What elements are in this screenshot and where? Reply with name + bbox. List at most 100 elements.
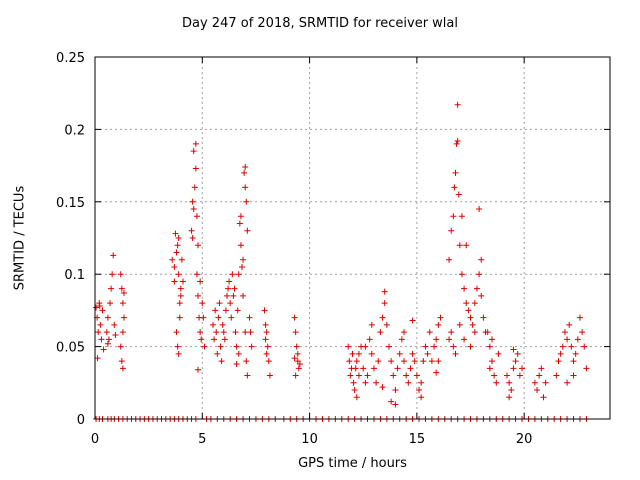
data-point <box>351 387 358 394</box>
data-point <box>213 329 220 336</box>
data-point <box>564 336 571 343</box>
data-point <box>192 165 199 172</box>
data-point <box>469 321 476 328</box>
data-point <box>212 307 219 314</box>
data-point <box>424 350 431 357</box>
data-point <box>195 366 201 373</box>
data-point <box>229 271 236 278</box>
data-point <box>248 343 255 350</box>
data-point <box>456 242 463 249</box>
data-point <box>570 372 577 379</box>
data-point <box>413 372 420 379</box>
data-point <box>238 263 245 270</box>
data-point <box>568 343 575 350</box>
data-point <box>193 271 200 278</box>
data-point <box>199 300 206 307</box>
data-point <box>171 278 178 285</box>
data-point <box>201 343 208 350</box>
data-point <box>362 343 369 350</box>
data-point <box>352 365 359 372</box>
data-point <box>433 336 440 343</box>
data-point <box>120 314 127 321</box>
data-point <box>366 336 373 343</box>
data-point <box>392 401 399 408</box>
data-point <box>175 271 182 278</box>
data-point <box>99 307 106 314</box>
data-point <box>294 350 301 357</box>
data-point <box>448 329 455 336</box>
data-point <box>576 314 583 321</box>
plot-frame <box>94 56 611 420</box>
data-point <box>377 329 384 336</box>
data-point <box>293 343 300 350</box>
data-point <box>559 343 566 350</box>
data-point <box>214 350 221 357</box>
data-point <box>110 252 117 259</box>
data-point <box>453 140 460 147</box>
data-point <box>495 350 502 357</box>
data-point <box>227 300 234 307</box>
data-point <box>416 387 423 394</box>
data-point <box>228 314 235 321</box>
data-point <box>96 303 103 310</box>
data-point <box>426 329 433 336</box>
data-point <box>235 271 242 278</box>
data-point <box>435 358 442 365</box>
data-point <box>172 230 179 237</box>
data-point <box>452 350 459 357</box>
data-point <box>370 365 377 372</box>
x-tick-label: 0 <box>91 432 99 447</box>
data-point <box>510 365 517 372</box>
data-point <box>247 329 254 336</box>
data-point <box>242 164 249 171</box>
data-point <box>388 358 395 365</box>
y-tick-label: 0.25 <box>56 51 85 66</box>
data-point <box>118 358 125 365</box>
data-point <box>409 350 416 357</box>
data-point <box>398 336 405 343</box>
data-point <box>355 372 362 379</box>
data-point <box>179 278 186 285</box>
data-point <box>463 242 470 249</box>
data-point <box>220 329 227 336</box>
data-point <box>467 314 474 321</box>
data-point <box>581 343 588 350</box>
data-point <box>572 350 579 357</box>
data-point <box>104 314 111 321</box>
data-point <box>112 332 119 339</box>
data-point <box>174 343 181 350</box>
data-point <box>100 346 107 353</box>
data-point <box>448 227 455 234</box>
y-tick-label: 0.2 <box>64 123 85 138</box>
data-point <box>388 398 395 405</box>
data-point <box>233 343 240 350</box>
data-point <box>197 278 204 285</box>
data-point <box>504 372 510 379</box>
data-point <box>467 343 474 350</box>
data-point <box>542 379 549 386</box>
data-point <box>566 321 573 328</box>
data-point <box>237 213 244 220</box>
data-point <box>347 372 354 379</box>
data-point <box>97 321 104 328</box>
x-tick-label: 5 <box>198 432 206 447</box>
data-point <box>461 285 468 292</box>
data-point <box>458 271 465 278</box>
data-point <box>221 336 228 343</box>
data-point <box>262 336 269 343</box>
data-point <box>230 292 237 299</box>
data-point <box>506 394 513 401</box>
data-point <box>484 329 491 336</box>
data-point <box>264 343 271 350</box>
data-point <box>446 336 453 343</box>
data-point <box>461 336 468 343</box>
data-point <box>536 372 543 379</box>
data-point <box>456 321 463 328</box>
data-point <box>396 350 403 357</box>
data-point <box>240 256 247 263</box>
data-point <box>232 329 239 336</box>
data-point <box>491 372 498 379</box>
data-point <box>401 358 407 365</box>
data-point <box>189 198 196 205</box>
